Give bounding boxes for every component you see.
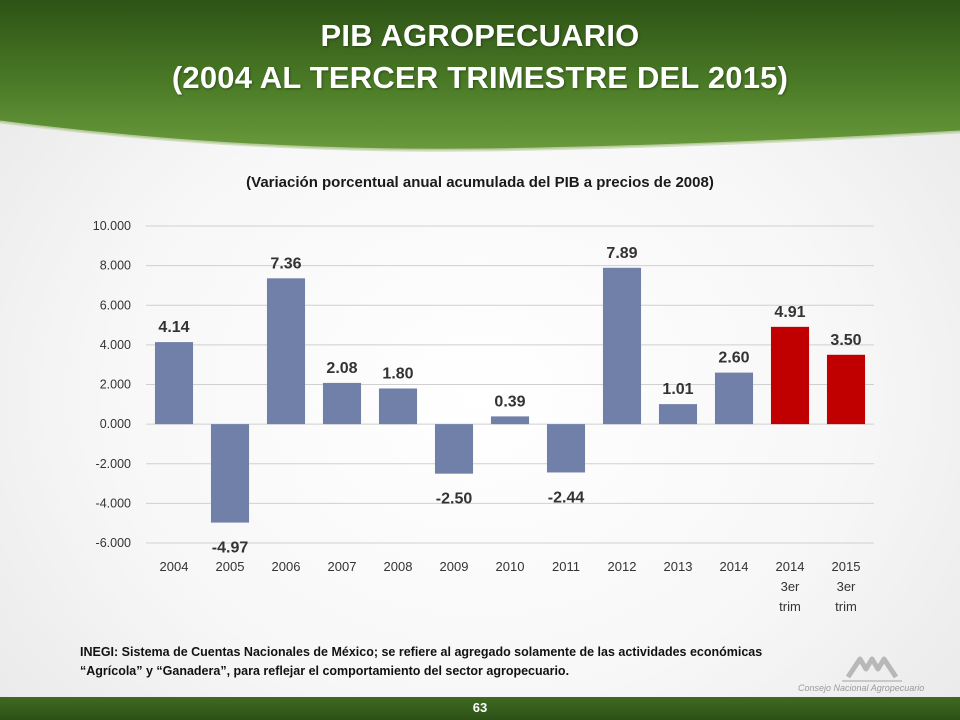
- x-tick-label: 3er: [837, 579, 856, 594]
- bar-value-label: 1.01: [662, 381, 693, 398]
- source-note: INEGI: Sistema de Cuentas Nacionales de …: [80, 643, 860, 681]
- bar: [546, 424, 586, 473]
- x-tick-label: 2004: [160, 559, 189, 574]
- x-tick-label: trim: [835, 599, 857, 614]
- y-tick-label: -4.000: [96, 496, 131, 510]
- x-tick-label: 2010: [496, 559, 525, 574]
- slide-title-line-2: (2004 AL TERCER TRIMESTRE DEL 2015): [171, 60, 789, 95]
- x-tick-label: trim: [779, 599, 801, 614]
- bar: [826, 354, 866, 425]
- x-tick-label: 2012: [608, 559, 637, 574]
- chart-gridlines: [146, 225, 874, 544]
- bar-value-label: 4.14: [158, 319, 189, 336]
- footer-bar: [0, 697, 960, 720]
- bar: [658, 404, 698, 425]
- bar: [434, 424, 474, 474]
- bar: [602, 267, 642, 425]
- logo-text: Consejo Nacional Agropecuario: [798, 683, 925, 693]
- slide-header: PIB AGROPECUARIO (2004 AL TERCER TRIMEST…: [0, 0, 960, 160]
- x-tick-label: 2014: [720, 559, 749, 574]
- y-axis-tick-labels: 10.000 8.000 6.000 4.000 2.000 0.000 -2.000 -4.…: [93, 219, 131, 550]
- x-tick-label: 2005: [216, 559, 245, 574]
- bar-value-label: -2.44: [548, 489, 585, 506]
- bar: [210, 424, 250, 523]
- bar-value-label: 2.60: [718, 350, 749, 367]
- bar-value-label: 2.08: [326, 360, 357, 377]
- x-axis-tick-labels: 2004 2005 2006 2007 2008 2009 2010 2011 2012 2013…: [160, 559, 861, 614]
- chart-title: (Variación porcentual anual acumulada de…: [246, 174, 714, 191]
- bar-value-label: -2.50: [436, 491, 473, 508]
- consejo-logo-icon: [842, 656, 902, 682]
- bar-value-label: 7.36: [270, 255, 301, 272]
- x-tick-label: 2011: [552, 559, 580, 574]
- y-tick-label: 2.000: [100, 378, 131, 392]
- header-banner: [0, 0, 960, 152]
- y-tick-label: 0.000: [100, 417, 131, 431]
- source-note-line-1: INEGI: Sistema de Cuentas Nacionales de …: [80, 645, 763, 659]
- bar: [770, 326, 810, 425]
- x-tick-label: 3er: [781, 579, 800, 594]
- bar: [378, 388, 418, 425]
- x-tick-label: 2009: [440, 559, 469, 574]
- bar-value-label: -4.97: [212, 540, 249, 557]
- x-tick-label: 2015: [832, 559, 861, 574]
- y-tick-label: 10.000: [93, 219, 131, 233]
- bar: [154, 342, 194, 425]
- x-tick-label: 2014: [776, 559, 805, 574]
- x-tick-label: 2008: [384, 559, 413, 574]
- bar-value-label: 7.89: [606, 245, 637, 262]
- y-tick-label: 8.000: [100, 259, 131, 273]
- x-tick-label: 2013: [664, 559, 693, 574]
- y-tick-label: -2.000: [96, 457, 131, 471]
- bar-value-label: 0.39: [494, 393, 525, 410]
- bar: [490, 416, 530, 425]
- page-number: 63: [472, 700, 488, 715]
- x-tick-label: 2006: [272, 559, 301, 574]
- bar: [714, 372, 754, 425]
- x-tick-label: 2007: [328, 559, 357, 574]
- bar-value-label: 4.91: [774, 304, 805, 321]
- slide-title-line-1: PIB AGROPECUARIO: [320, 18, 640, 53]
- bar-value-label: 3.50: [830, 332, 861, 349]
- chart-value-labels: 4.14 -4.97 7.36 2.08 1.80 -2.50 0.39 -2.44 7.89 1…: [158, 245, 861, 557]
- source-note-line-2: “Agrícola” y “Ganadera”, para reflejar e…: [80, 664, 570, 678]
- bar: [322, 382, 362, 425]
- y-tick-label: 4.000: [100, 338, 131, 352]
- y-tick-label: 6.000: [100, 298, 131, 312]
- bar: [266, 278, 306, 425]
- bar-value-label: 1.80: [382, 365, 413, 382]
- chart-bars: [154, 267, 866, 523]
- y-tick-label: -6.000: [96, 536, 131, 550]
